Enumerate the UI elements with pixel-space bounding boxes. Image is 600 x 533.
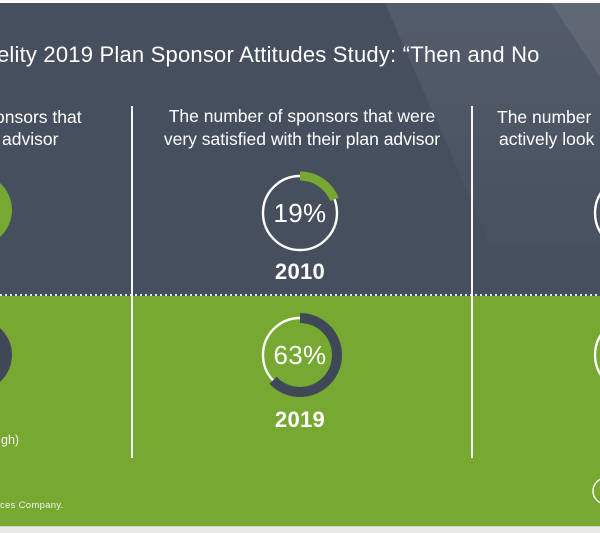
donut-2019-percent-label: 63% <box>273 339 327 370</box>
fidelity-logo-circle-icon <box>592 478 600 504</box>
year-label-2010: 2010 <box>274 259 326 284</box>
right-column-heading-line1: The number <box>497 107 592 127</box>
middle-column-heading: The number of sponsors that were very sa… <box>132 105 472 150</box>
now-2019-section <box>0 296 600 526</box>
left-column-heading-line1: onsors that <box>0 107 82 127</box>
donut-chart-2010 <box>261 171 339 252</box>
page-title: elity 2019 Plan Sponsor Attitudes Study:… <box>0 42 540 67</box>
right-2010-ring <box>593 192 600 234</box>
year-label-2019: 2019 <box>274 407 326 432</box>
then-2010-section <box>0 3 600 296</box>
left-column-heading-line2: advisor <box>2 129 59 149</box>
donut-2010-arc <box>299 171 339 202</box>
dotted-section-divider <box>0 294 600 296</box>
column-divider-left <box>131 106 133 458</box>
bottom-edge-strip <box>0 526 600 533</box>
column-divider-right <box>471 106 473 458</box>
footnote-fragment: gh) <box>1 433 20 447</box>
donut-2010-percent-label: 19% <box>273 197 327 228</box>
top-edge-strip <box>0 0 600 3</box>
donut-chart-2019 <box>261 313 342 397</box>
middle-column-heading-line1: The number of sponsors that were <box>168 106 436 126</box>
right-column-heading-line2: actively look <box>499 129 595 149</box>
right-2019-ring <box>593 334 600 376</box>
footer-company-text: ces Company. <box>0 500 64 511</box>
middle-column-heading-line2: very satisfied with their plan advisor <box>163 128 441 149</box>
donut-2019-arc <box>269 313 342 397</box>
